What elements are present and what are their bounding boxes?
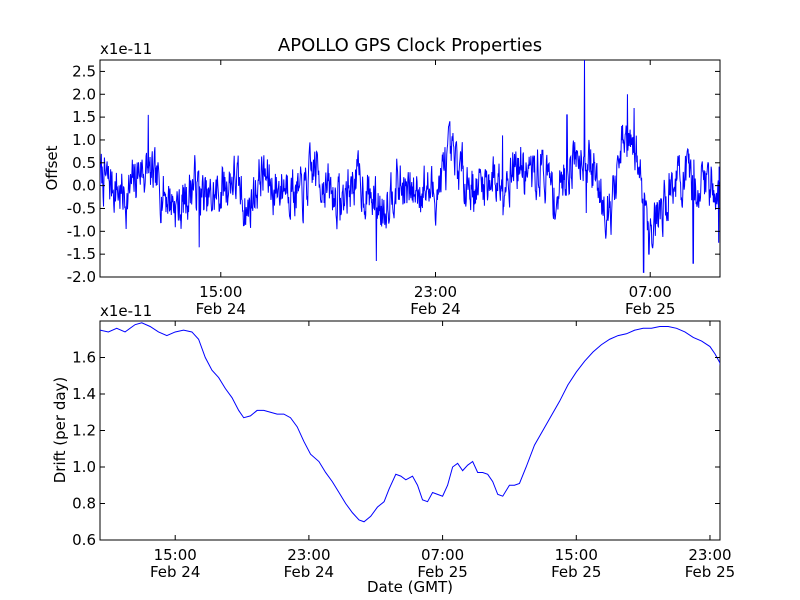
drift-xtick-time-label: 15:00 xyxy=(154,546,197,564)
drift-xtick-date-label: Feb 24 xyxy=(284,563,334,581)
offset-ytick-label: 0.5 xyxy=(72,154,96,172)
offset-xtick-time-label: 23:00 xyxy=(414,283,457,301)
drift-line xyxy=(100,322,720,523)
offset-ytick-label: 2.0 xyxy=(72,85,96,103)
offset-ylabel: Offset xyxy=(43,145,61,190)
offset-plot-frame xyxy=(99,59,721,278)
drift-ytick-label: 0.6 xyxy=(72,531,96,549)
drift-xtick-date-label: Feb 25 xyxy=(685,563,735,581)
drift-xtick-time-label: 07:00 xyxy=(421,546,464,564)
offset-ytick-label: -1.5 xyxy=(67,245,96,263)
drift-panel: x1e-11 Drift (per day) Date (GMT) 0.6 0.8… xyxy=(51,302,735,596)
offset-multiplier: x1e-11 xyxy=(100,40,152,58)
chart-title: APOLLO GPS Clock Properties xyxy=(278,35,542,56)
offset-xtick-time-label: 07:00 xyxy=(629,283,672,301)
offset-xtick-date-label: Feb 24 xyxy=(410,300,460,318)
offset-xtick-time-label: 15:00 xyxy=(199,283,242,301)
offset-xtick-date-label: Feb 24 xyxy=(196,300,246,318)
drift-ytick-label: 0.8 xyxy=(72,495,96,513)
drift-xtick-date-label: Feb 25 xyxy=(551,563,601,581)
drift-xtick-time-label: 23:00 xyxy=(688,546,731,564)
offset-ytick-label: 0.0 xyxy=(72,177,96,195)
drift-xtick-date-label: Feb 25 xyxy=(417,563,467,581)
offset-ytick-label: 1.0 xyxy=(72,131,96,149)
drift-xtick-time-label: 15:00 xyxy=(555,546,598,564)
offset-ytick-label: -2.0 xyxy=(67,268,96,286)
offset-line xyxy=(100,60,720,273)
offset-ytick-label: 2.5 xyxy=(72,62,96,80)
drift-ylabel: Drift (per day) xyxy=(51,377,69,484)
offset-ytick-label: -1.0 xyxy=(67,222,96,240)
drift-multiplier: x1e-11 xyxy=(100,302,152,320)
drift-ytick-label: 1.4 xyxy=(72,385,96,403)
offset-series xyxy=(100,60,720,273)
drift-ytick-label: 1.2 xyxy=(72,422,96,440)
drift-xtick-date-label: Feb 24 xyxy=(150,563,200,581)
drift-series xyxy=(100,322,720,523)
offset-panel: x1e-11 Offset -2.0 -1.5 -1.0 -0.5 0.0 0.5 1.0 1… xyxy=(43,40,721,318)
drift-xtick-time-label: 23:00 xyxy=(287,546,330,564)
drift-ytick-label: 1.0 xyxy=(72,458,96,476)
drift-plot-frame xyxy=(99,320,721,541)
drift-xlabel: Date (GMT) xyxy=(367,578,453,596)
offset-xtick-date-label: Feb 25 xyxy=(625,300,675,318)
offset-ytick-label: -0.5 xyxy=(67,199,96,217)
offset-ytick-label: 1.5 xyxy=(72,108,96,126)
drift-ytick-label: 1.6 xyxy=(72,349,96,367)
